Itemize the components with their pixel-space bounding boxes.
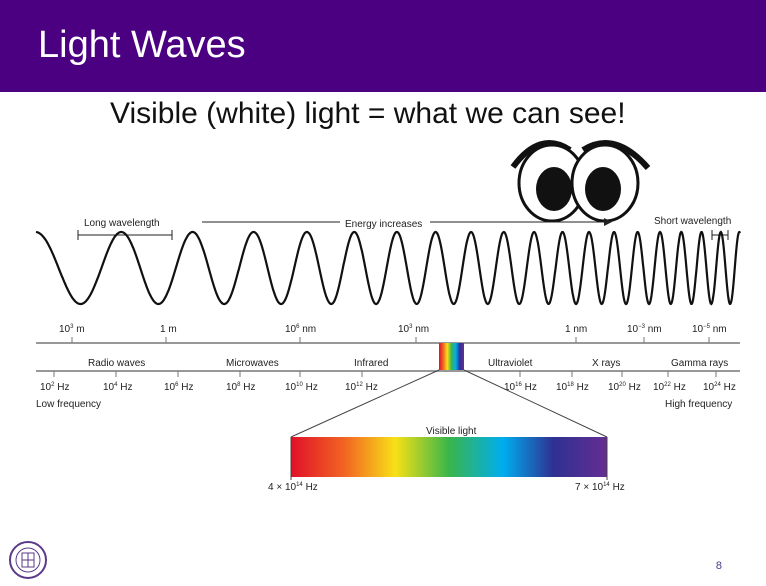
electromagnetic-wave	[35, 230, 741, 306]
frequency-labels: 102 Hz 104 Hz 106 Hz 108 Hz 1010 Hz 1012…	[40, 382, 736, 393]
band-microwaves: Microwaves	[226, 358, 279, 369]
low-frequency-label: Low frequency	[36, 399, 101, 410]
frequency-label-5: 1010 Hz	[285, 382, 318, 393]
frequency-label-7: 1016 Hz	[504, 382, 537, 393]
wavelength-label-5: 1 nm	[565, 324, 587, 335]
wavelength-label-4: 103 nm	[398, 324, 429, 335]
band-radio-waves: Radio waves	[88, 358, 145, 369]
frequency-label-10: 1022 Hz	[653, 382, 686, 393]
visible-zoom-lines	[290, 369, 608, 438]
short-wavelength-label: Short wavelength	[654, 216, 731, 227]
frequency-label-6: 1012 Hz	[345, 382, 378, 393]
frequency-label-11: 1024 Hz	[703, 382, 736, 393]
visible-light-label: Visible light	[426, 426, 477, 437]
slide-title: Light Waves	[38, 24, 246, 66]
wavelength-ticks	[71, 337, 710, 343]
energy-arrow	[202, 218, 612, 226]
frequency-label-9: 1020 Hz	[608, 382, 641, 393]
page-number: 8	[715, 560, 722, 572]
wavelength-label-3: 106 nm	[285, 324, 316, 335]
band-infrared: Infrared	[354, 358, 388, 369]
wavelength-label-2: 1 m	[160, 324, 177, 335]
frequency-ticks	[53, 371, 717, 377]
title-bar: Light Waves	[0, 0, 766, 92]
band-ultraviolet: Ultraviolet	[488, 358, 533, 369]
energy-increases-label: Energy increases	[345, 219, 422, 230]
frequency-label-4: 108 Hz	[226, 382, 255, 393]
visible-spectrum-bar	[291, 437, 607, 477]
frequency-label-3: 106 Hz	[164, 382, 193, 393]
high-frequency-label: High frequency	[665, 399, 732, 410]
visible-high-frequency: 7 × 1014 Hz	[575, 482, 625, 493]
wavelength-label-6: 10−3 nm	[627, 324, 662, 335]
visible-low-frequency: 4 × 1014 Hz	[268, 482, 318, 493]
slide-subtitle: Visible (white) light = what we can see!	[110, 97, 626, 130]
university-seal-icon	[9, 541, 47, 579]
visible-band-swatch	[439, 343, 464, 370]
frequency-label-8: 1018 Hz	[556, 382, 589, 393]
wavelength-label-7: 10−5 nm	[692, 324, 727, 335]
long-wavelength-label: Long wavelength	[84, 218, 160, 229]
cartoon-eyes-icon	[510, 140, 651, 223]
wavelength-label-1: 103 m	[59, 324, 85, 335]
band-gamma-rays: Gamma rays	[671, 358, 728, 369]
band-labels: Radio waves Microwaves Infrared Ultravio…	[88, 358, 728, 369]
frequency-label-2: 104 Hz	[103, 382, 132, 393]
wavelength-labels: 103 m 1 m 106 nm 103 nm 1 nm 10−3 nm 10−…	[59, 324, 727, 335]
frequency-label-1: 102 Hz	[40, 382, 69, 393]
band-x-rays: X rays	[592, 358, 620, 369]
